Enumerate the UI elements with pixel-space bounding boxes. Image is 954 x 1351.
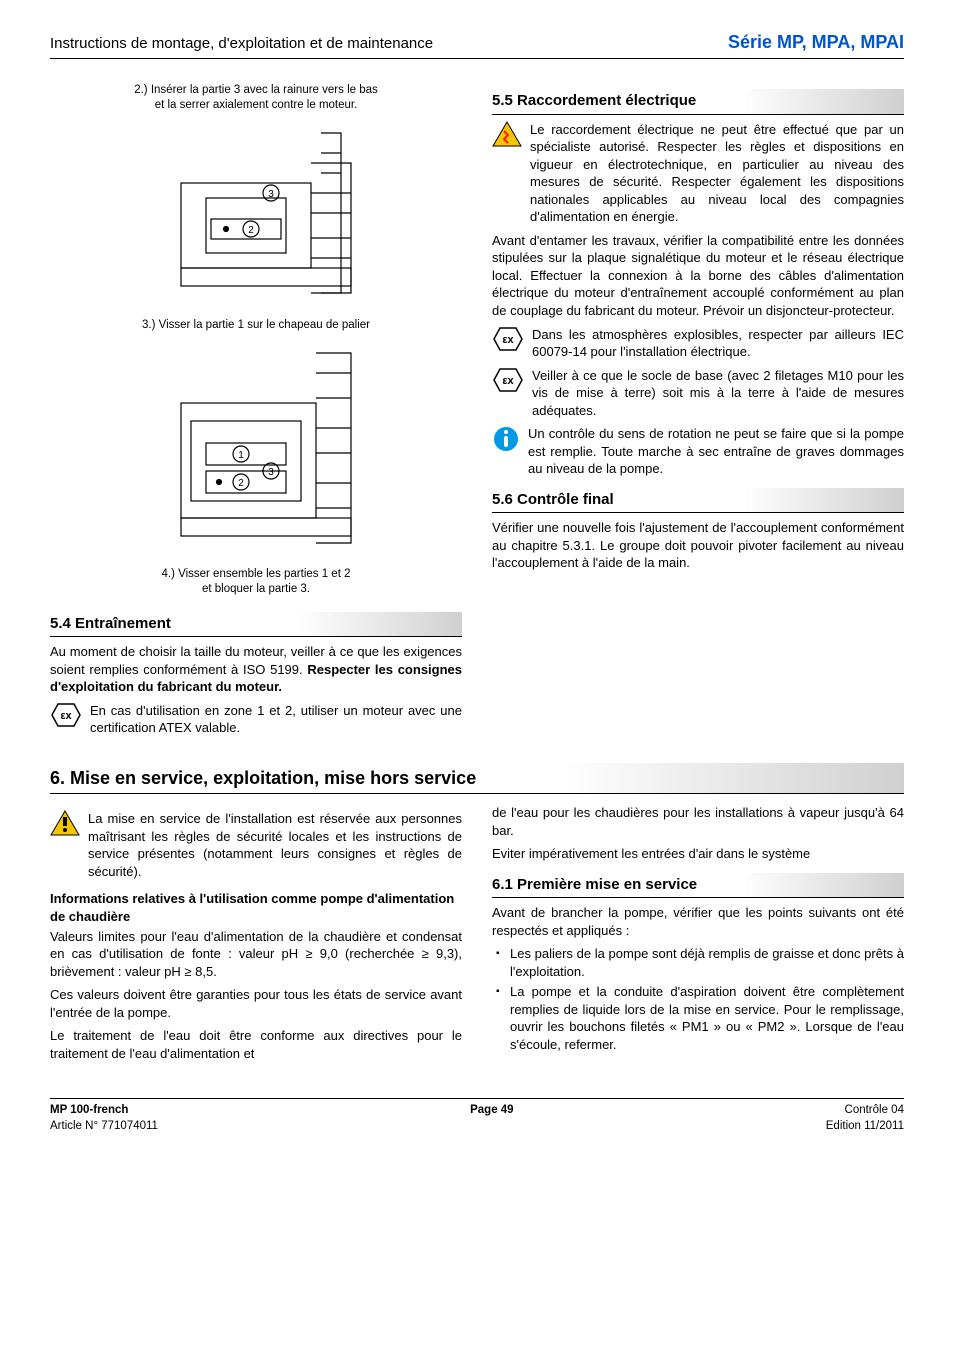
s6-warn-text: La mise en service de l'installation est…: [88, 810, 462, 880]
diagram-1-caption: 2.) Insérer la partie 3 avec la rainure …: [50, 83, 462, 113]
s55-ex1-text: Dans les atmosphères explosibles, respec…: [532, 326, 904, 361]
left-column: 2.) Insérer la partie 3 avec la rainure …: [50, 79, 462, 743]
s55-info-text: Un contrôle du sens de rotation ne peut …: [528, 425, 904, 478]
ex-icon: εx: [492, 367, 524, 420]
s55-ex1-block: εx Dans les atmosphères explosibles, res…: [492, 326, 904, 361]
svg-text:3: 3: [268, 189, 274, 200]
diagram-2: 3.) Visser la partie 1 sur le chapeau de…: [50, 318, 462, 597]
heading-6-1: 6.1 Première mise en service: [492, 873, 904, 898]
s54-ex-text: En cas d'utilisation en zone 1 et 2, uti…: [90, 702, 462, 737]
s61-bullets: Les paliers de la pompe sont déjà rempli…: [492, 945, 904, 1053]
lower-right-column: de l'eau pour les chaudières pour les in…: [492, 804, 904, 1068]
heading-5-5: 5.5 Raccordement électrique: [492, 89, 904, 114]
list-item: La pompe et la conduite d'aspiration doi…: [510, 983, 904, 1053]
svg-text:εx: εx: [60, 710, 72, 722]
svg-text:εx: εx: [502, 334, 514, 346]
s6-warn-block: La mise en service de l'installation est…: [50, 810, 462, 880]
s6-sub-bold: Informations relatives à l'utilisation c…: [50, 890, 462, 925]
ex-icon: εx: [492, 326, 524, 361]
svg-text:2: 2: [248, 225, 254, 236]
footer-center: Page 49: [470, 1103, 513, 1134]
heading-6: 6. Mise en service, exploitation, mise h…: [50, 763, 904, 794]
s55-ex2-text: Veiller à ce que le socle de base (avec …: [532, 367, 904, 420]
lower-columns: La mise en service de l'installation est…: [50, 804, 904, 1068]
s54-p1: Au moment de choisir la taille du moteur…: [50, 643, 462, 696]
warning-icon: [492, 121, 522, 226]
svg-text:εx: εx: [502, 375, 514, 387]
s6-right-p2: Eviter impérativement les entrées d'air …: [492, 845, 904, 863]
s56-p1: Vérifier une nouvelle fois l'ajustement …: [492, 519, 904, 572]
heading-5-4: 5.4 Entraînement: [50, 612, 462, 637]
diagram-1: 2.) Insérer la partie 3 avec la rainure …: [50, 83, 462, 303]
svg-text:2: 2: [238, 478, 244, 489]
s55-p1: Avant d'entamer les travaux, vérifier la…: [492, 232, 904, 320]
header-left: Instructions de montage, d'exploitation …: [50, 34, 433, 54]
s55-warn-block: Le raccordement électrique ne peut être …: [492, 121, 904, 226]
footer-right-top: Contrôle 04: [845, 1104, 904, 1116]
diagram-1-svg: 3 2: [111, 123, 401, 303]
s6-left-p1: Valeurs limites pour l'eau d'alimentatio…: [50, 928, 462, 981]
svg-text:3: 3: [268, 467, 274, 478]
upper-columns: 2.) Insérer la partie 3 avec la rainure …: [50, 79, 904, 743]
s55-ex2-block: εx Veiller à ce que le socle de base (av…: [492, 367, 904, 420]
s61-p1: Avant de brancher la pompe, vérifier que…: [492, 904, 904, 939]
svg-text:1: 1: [238, 450, 244, 461]
page-header: Instructions de montage, d'exploitation …: [50, 30, 904, 59]
warning-icon: [50, 810, 80, 880]
s6-left-p3: Le traitement de l'eau doit être conform…: [50, 1027, 462, 1062]
page-footer: MP 100-french Article N° 771074011 Page …: [50, 1098, 904, 1134]
footer-center-text: Page 49: [470, 1104, 513, 1116]
list-item: Les paliers de la pompe sont déjà rempli…: [510, 945, 904, 980]
s6-left-p2: Ces valeurs doivent être garanties pour …: [50, 986, 462, 1021]
lower-left-column: La mise en service de l'installation est…: [50, 804, 462, 1068]
heading-5-6: 5.6 Contrôle final: [492, 488, 904, 513]
s6-right-p1: de l'eau pour les chaudières pour les in…: [492, 804, 904, 839]
footer-left: MP 100-french Article N° 771074011: [50, 1103, 158, 1134]
right-column: 5.5 Raccordement électrique Le raccordem…: [492, 79, 904, 743]
footer-right: Contrôle 04 Edition 11/2011: [826, 1103, 904, 1134]
diagram-3-caption: 4.) Visser ensemble les parties 1 et 2 e…: [50, 567, 462, 597]
diagram-2-caption: 3.) Visser la partie 1 sur le chapeau de…: [50, 318, 462, 333]
s55-info-block: Un contrôle du sens de rotation ne peut …: [492, 425, 904, 478]
info-icon: [492, 425, 520, 478]
s54-ex-block: εx En cas d'utilisation en zone 1 et 2, …: [50, 702, 462, 737]
footer-left-sub: Article N° 771074011: [50, 1120, 158, 1132]
footer-right-sub: Edition 11/2011: [826, 1120, 904, 1132]
diagram-2-svg: 1 3 2: [111, 343, 401, 563]
footer-left-bold: MP 100-french: [50, 1104, 128, 1116]
header-right: Série MP, MPA, MPAI: [728, 30, 904, 54]
ex-icon: εx: [50, 702, 82, 737]
s55-warn-text: Le raccordement électrique ne peut être …: [530, 121, 904, 226]
